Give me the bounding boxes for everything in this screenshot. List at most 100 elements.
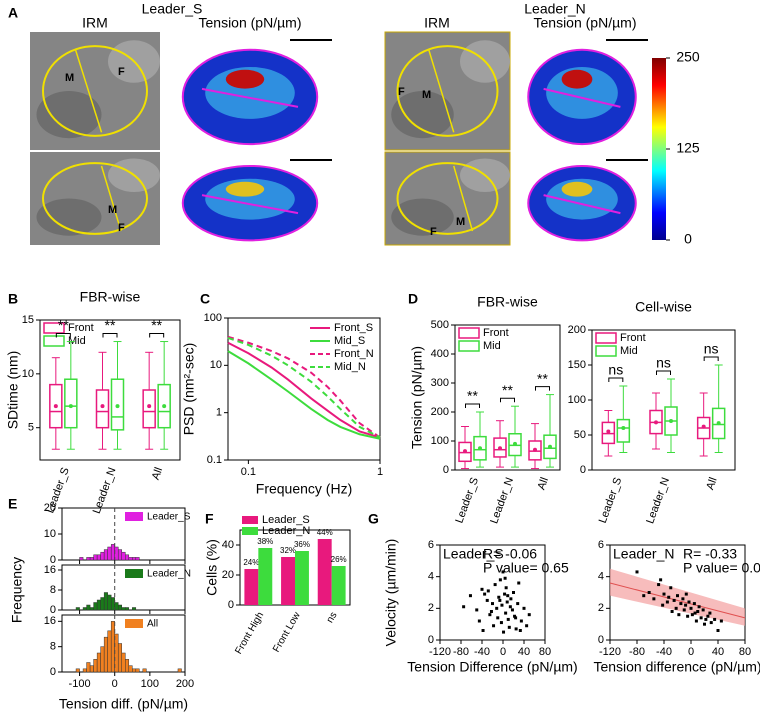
x-tick-label: 0	[688, 646, 694, 658]
y-axis-label: Velocity (µm/min)	[383, 539, 399, 647]
legend-label: Front	[483, 327, 509, 339]
chart-title: FBR-wise	[477, 294, 538, 310]
point	[684, 592, 688, 596]
histogram-bar	[96, 599, 101, 611]
panel-letter: A	[8, 5, 18, 21]
chart-title: Cell-wise	[635, 299, 692, 315]
point	[503, 592, 507, 596]
point	[692, 602, 696, 606]
x-tick-label: -120	[599, 646, 621, 658]
point	[642, 594, 646, 598]
legend-swatch	[595, 332, 617, 344]
y-tick-label: 200	[431, 406, 449, 418]
cell-outline	[396, 45, 499, 137]
y-tick-label: 2	[428, 602, 434, 614]
region-label: M	[65, 72, 74, 84]
x-tick-label: 200	[176, 678, 194, 690]
region-label: F	[118, 222, 125, 234]
x-axis-label: Tension Difference (pN/µm)	[407, 659, 577, 675]
point	[704, 617, 708, 621]
mean	[162, 404, 167, 409]
point	[519, 619, 523, 623]
point	[518, 629, 522, 632]
point	[652, 597, 656, 601]
histogram-bar	[177, 668, 182, 673]
histogram-bar	[121, 652, 126, 673]
point	[647, 591, 651, 594]
point	[699, 616, 703, 620]
y-tick-label: 0	[598, 634, 604, 646]
y-axis-label: Cells (%)	[204, 539, 220, 596]
panel-letter: C	[200, 291, 210, 307]
y-tick-label: 0.1	[207, 454, 222, 466]
point	[706, 614, 710, 618]
histogram-bar	[114, 546, 119, 561]
point	[696, 610, 700, 613]
histogram-bar	[93, 602, 98, 611]
y-tick-label: 20	[44, 502, 56, 514]
stat-label: R= -0.33	[683, 546, 737, 562]
region-outline	[181, 48, 319, 146]
column-header: IRM	[82, 15, 108, 31]
x-tick-label: All	[536, 476, 551, 492]
region-outline	[201, 194, 299, 215]
x-tick-label: 40	[712, 646, 724, 658]
y-axis-label: SDtime (nm)	[5, 351, 21, 430]
point	[497, 595, 501, 599]
tension-map	[561, 69, 593, 89]
point	[665, 600, 669, 604]
mean	[463, 449, 467, 454]
point	[504, 586, 508, 590]
y-tick-label: 40	[222, 539, 234, 551]
legend-swatch	[125, 619, 143, 628]
stat-label: P value= 0.65	[483, 560, 569, 576]
value-label: 36%	[294, 540, 310, 549]
y-tick-label: 1	[216, 407, 222, 419]
x-tick-label: 40	[518, 646, 530, 658]
legend-label: Front_S	[334, 322, 373, 334]
point	[690, 613, 694, 617]
point	[674, 606, 678, 610]
histogram-bar	[128, 557, 133, 561]
y-tick-label: 0	[443, 464, 449, 476]
point	[468, 594, 472, 598]
legend-label: Mid_N	[334, 361, 366, 373]
legend-label: Front	[68, 322, 94, 334]
point	[500, 603, 504, 607]
region-label: F	[430, 226, 437, 238]
mean	[716, 421, 721, 426]
point	[697, 605, 701, 609]
point	[693, 611, 697, 615]
histogram-bar	[117, 604, 122, 611]
mean	[669, 419, 673, 423]
x-tick-label: -80	[453, 646, 469, 658]
y-tick-label: 100	[431, 435, 449, 447]
x-tick-label: 80	[539, 646, 551, 658]
histogram-bar	[132, 607, 137, 611]
significance-label: **	[502, 382, 513, 398]
x-tick-label: Leader_N	[644, 476, 672, 526]
y-tick-label: 10	[22, 368, 34, 380]
histogram-bar	[117, 549, 122, 561]
x-tick-label: -100	[69, 678, 91, 690]
point	[498, 598, 502, 602]
point	[495, 606, 499, 610]
point	[517, 581, 521, 585]
mean	[68, 404, 73, 409]
box	[95, 389, 110, 429]
confidence-band	[610, 568, 745, 626]
legend-swatch	[595, 345, 617, 357]
legend-swatch	[125, 512, 143, 521]
histogram-bar	[110, 597, 115, 611]
point	[507, 625, 511, 629]
significance-bracket	[500, 397, 515, 403]
point	[510, 608, 514, 612]
irm-texture	[391, 198, 454, 236]
y-tick-label: 4	[598, 571, 604, 583]
point	[493, 583, 497, 587]
histogram-bar	[110, 621, 115, 673]
x-tick-label: 1	[377, 466, 383, 478]
x-tick-label: All	[150, 466, 165, 482]
region-divider	[453, 165, 474, 232]
y-tick-label: 0	[50, 666, 56, 678]
